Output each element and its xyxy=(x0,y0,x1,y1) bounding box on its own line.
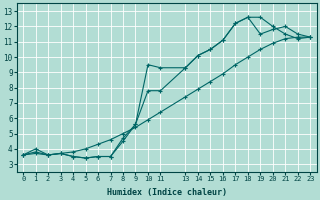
X-axis label: Humidex (Indice chaleur): Humidex (Indice chaleur) xyxy=(107,188,227,197)
